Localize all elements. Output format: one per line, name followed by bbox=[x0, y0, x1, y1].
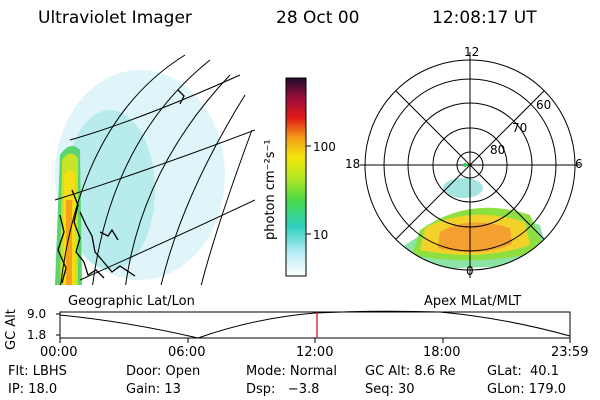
mlt-label-18: 18 bbox=[345, 157, 361, 171]
alt-ytick-high: 9.0 bbox=[27, 307, 47, 321]
right-panel-caption: Apex MLat/MLT bbox=[424, 294, 522, 309]
colorbar-unit-label: photon cm⁻²s⁻¹ bbox=[263, 139, 278, 240]
mlat-label-80: 80 bbox=[490, 143, 506, 157]
coastline bbox=[57, 89, 185, 284]
info-glon: GLon: 179.0 bbox=[487, 382, 567, 397]
mlt-label-0: 0 bbox=[466, 264, 474, 278]
alt-plot-frame bbox=[59, 311, 571, 339]
info-ip: IP: 18.0 bbox=[8, 382, 58, 397]
date-label: 28 Oct 00 bbox=[276, 8, 360, 28]
geographic-map-panel bbox=[54, 54, 255, 285]
lat-lon-grid bbox=[54, 54, 255, 285]
emission-speckle-left bbox=[55, 70, 225, 280]
info-glat: GLat: 40.1 bbox=[487, 364, 559, 379]
info-dsp: Dsp: −3.8 bbox=[246, 382, 320, 397]
info-door: Door: Open bbox=[126, 364, 201, 379]
polar-diag-2 bbox=[395, 90, 545, 240]
time-label: 12:08:17 UT bbox=[432, 8, 537, 28]
mlat-label-70: 70 bbox=[512, 121, 528, 135]
mlt-label-12: 12 bbox=[464, 45, 480, 59]
info-gc-alt: GC Alt: 8.6 Re bbox=[365, 364, 456, 379]
colorbar-label-100: 100 bbox=[313, 140, 336, 154]
info-filter: Flt: LBHS bbox=[8, 364, 67, 379]
pole-marker bbox=[463, 163, 467, 167]
alt-xtick-0600: 06:00 bbox=[168, 345, 206, 360]
alt-xtick-1200: 12:00 bbox=[296, 345, 334, 360]
colorbar-label-10: 10 bbox=[313, 228, 329, 242]
info-mode: Mode: Normal bbox=[246, 364, 337, 379]
auroral-band-left bbox=[55, 146, 82, 285]
left-panel-caption: Geographic Lat/Lon bbox=[68, 294, 195, 309]
altitude-plot bbox=[56, 310, 571, 343]
mlat-label-60: 60 bbox=[536, 98, 552, 112]
polar-plot-panel bbox=[360, 52, 580, 278]
mlt-label-6: 6 bbox=[575, 157, 583, 171]
alt-xtick-2359: 23:59 bbox=[551, 345, 589, 360]
alt-xtick-1800: 18:00 bbox=[423, 345, 461, 360]
info-gain: Gain: 13 bbox=[126, 382, 181, 397]
colorbar bbox=[285, 77, 307, 277]
alt-xtick-0000: 00:00 bbox=[40, 345, 78, 360]
polar-emission bbox=[400, 178, 550, 270]
altitude-curve bbox=[59, 310, 571, 339]
alt-ytick-low: 1.8 bbox=[27, 328, 47, 342]
app-title: Ultraviolet Imager bbox=[38, 8, 192, 28]
alt-ylabel: GC Alt bbox=[4, 309, 19, 350]
info-seq: Seq: 30 bbox=[365, 382, 415, 397]
